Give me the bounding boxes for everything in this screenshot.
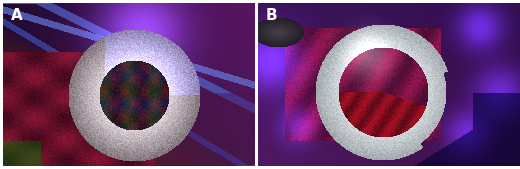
Text: A: A	[10, 8, 22, 23]
Text: B: B	[266, 8, 278, 23]
